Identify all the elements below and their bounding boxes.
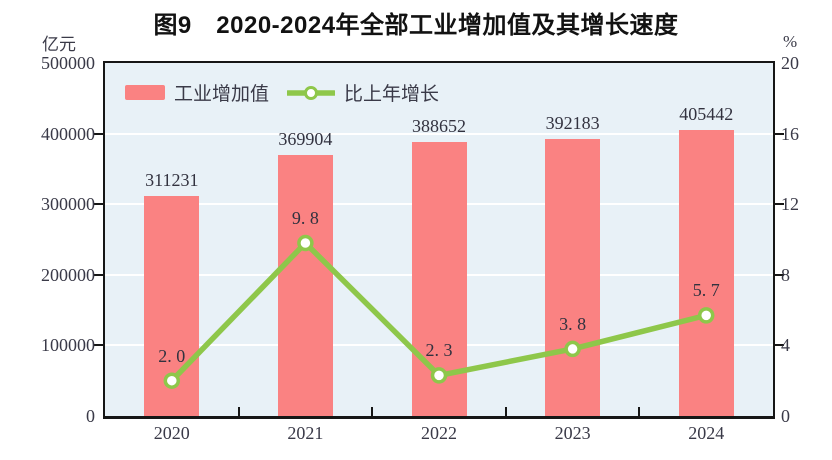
bar-value-label: 388652 [412,115,466,136]
y-axis-label-left: 0 [86,406,95,426]
legend-line-marker [304,85,319,100]
x-axis-tick [371,407,374,416]
growth-value-label: 2. 0 [158,345,186,366]
left-axis-unit: 亿元 [42,35,76,54]
line-marker [430,367,448,384]
legend-label: 比上年增长 [344,84,440,105]
legend-label: 工业增加值 [174,84,270,105]
x-axis-tick [638,407,641,416]
bar-value-label: 311231 [145,170,199,191]
plot-area: 工业增加值 比上年增长 311231 369904 388652 392183 40544… [94,61,784,419]
right-axis-tick [775,344,784,347]
left-axis-tick [94,132,103,135]
bar-2023 [545,139,601,416]
y-axis-label-right: 0 [781,406,790,426]
left-axis-tick [94,203,103,206]
y-axis-label-right: 20 [781,53,799,73]
left-axis-tick [94,273,103,276]
y-axis-label-left: 100000 [41,335,95,356]
growth-value-label: 2. 3 [425,340,453,361]
legend-line-swatch [287,85,336,100]
right-axis-tick [775,273,784,276]
y-axis-label-right: 16 [781,123,799,144]
y-axis-label-right: 12 [781,194,799,215]
growth-line-series [163,234,715,389]
line-marker [697,307,715,324]
legend-item-bar: 工业增加值 [125,79,269,106]
bar-value-label: 369904 [278,128,333,149]
bar-2021 [277,154,333,416]
y-axis-label-right: 8 [781,264,790,285]
line-marker [564,340,581,358]
line-marker [297,234,314,252]
y-axis-label-left: 200000 [41,264,95,285]
grid-line [105,132,773,135]
legend: 工业增加值 比上年增长 [125,79,439,106]
right-axis-tick [775,132,784,135]
y-axis-label-left: 300000 [41,194,95,215]
x-axis-label: 2020 [153,423,190,443]
right-axis-tick [775,203,784,206]
x-axis-label: 2024 [688,423,725,443]
bar-2024 [678,129,734,416]
line-marker [163,372,181,389]
left-axis-tick [94,344,103,347]
legend-bar-swatch [125,85,165,100]
y-axis-label-left: 500000 [41,53,95,73]
x-axis-tick [237,407,240,416]
bar-value-label: 405442 [679,103,734,124]
legend-item-line: 比上年增长 [287,79,439,106]
y-axis-label-left: 400000 [41,123,95,144]
bar-value-label: 392183 [545,113,600,134]
y-axis-label-right: 4 [781,335,790,356]
x-axis-label: 2022 [421,423,457,443]
growth-value-label: 9. 8 [291,208,319,229]
x-axis-label: 2023 [554,423,591,443]
x-axis-label: 2021 [287,423,324,443]
right-axis-unit: % [783,32,798,51]
growth-value-label: 5. 7 [692,280,720,301]
chart-title: 图9 2020-2024年全部工业增加值及其增长速度 [153,12,679,39]
growth-value-label: 3. 8 [559,313,587,334]
x-axis-tick [504,407,507,416]
